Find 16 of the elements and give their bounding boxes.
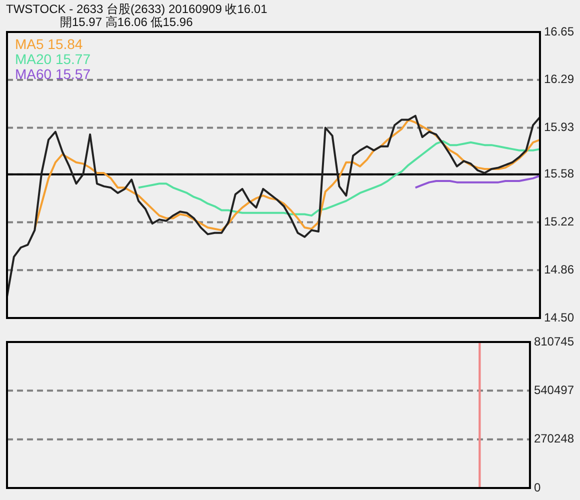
y-tick-label: 270248 bbox=[534, 432, 574, 446]
text: MA60 15.57 bbox=[15, 66, 91, 82]
y-tick-label: 16.65 bbox=[544, 24, 574, 38]
text: MA20 15.77 bbox=[15, 50, 91, 67]
y-tick-label: 14.50 bbox=[544, 310, 574, 324]
y-tick-label: 15.93 bbox=[544, 120, 574, 134]
y-tick-label: 0 bbox=[534, 480, 541, 494]
y-tick-label: 810745 bbox=[534, 334, 574, 348]
y-tick-label: 540497 bbox=[534, 382, 574, 397]
y-tick-label: 14.86 bbox=[544, 262, 574, 276]
y-tick-label: 15.58 bbox=[544, 166, 574, 181]
y-tick-label: 16.29 bbox=[544, 72, 574, 86]
chart-title: TWSTOCK - 2633 台股(2633) 20160909 收16.01 bbox=[6, 1, 268, 16]
y-tick-label: 15.22 bbox=[544, 214, 574, 229]
chart-subtitle: 開15.97 高16.06 低15.96 bbox=[60, 15, 193, 31]
text: MA5 15.84 bbox=[15, 36, 83, 52]
